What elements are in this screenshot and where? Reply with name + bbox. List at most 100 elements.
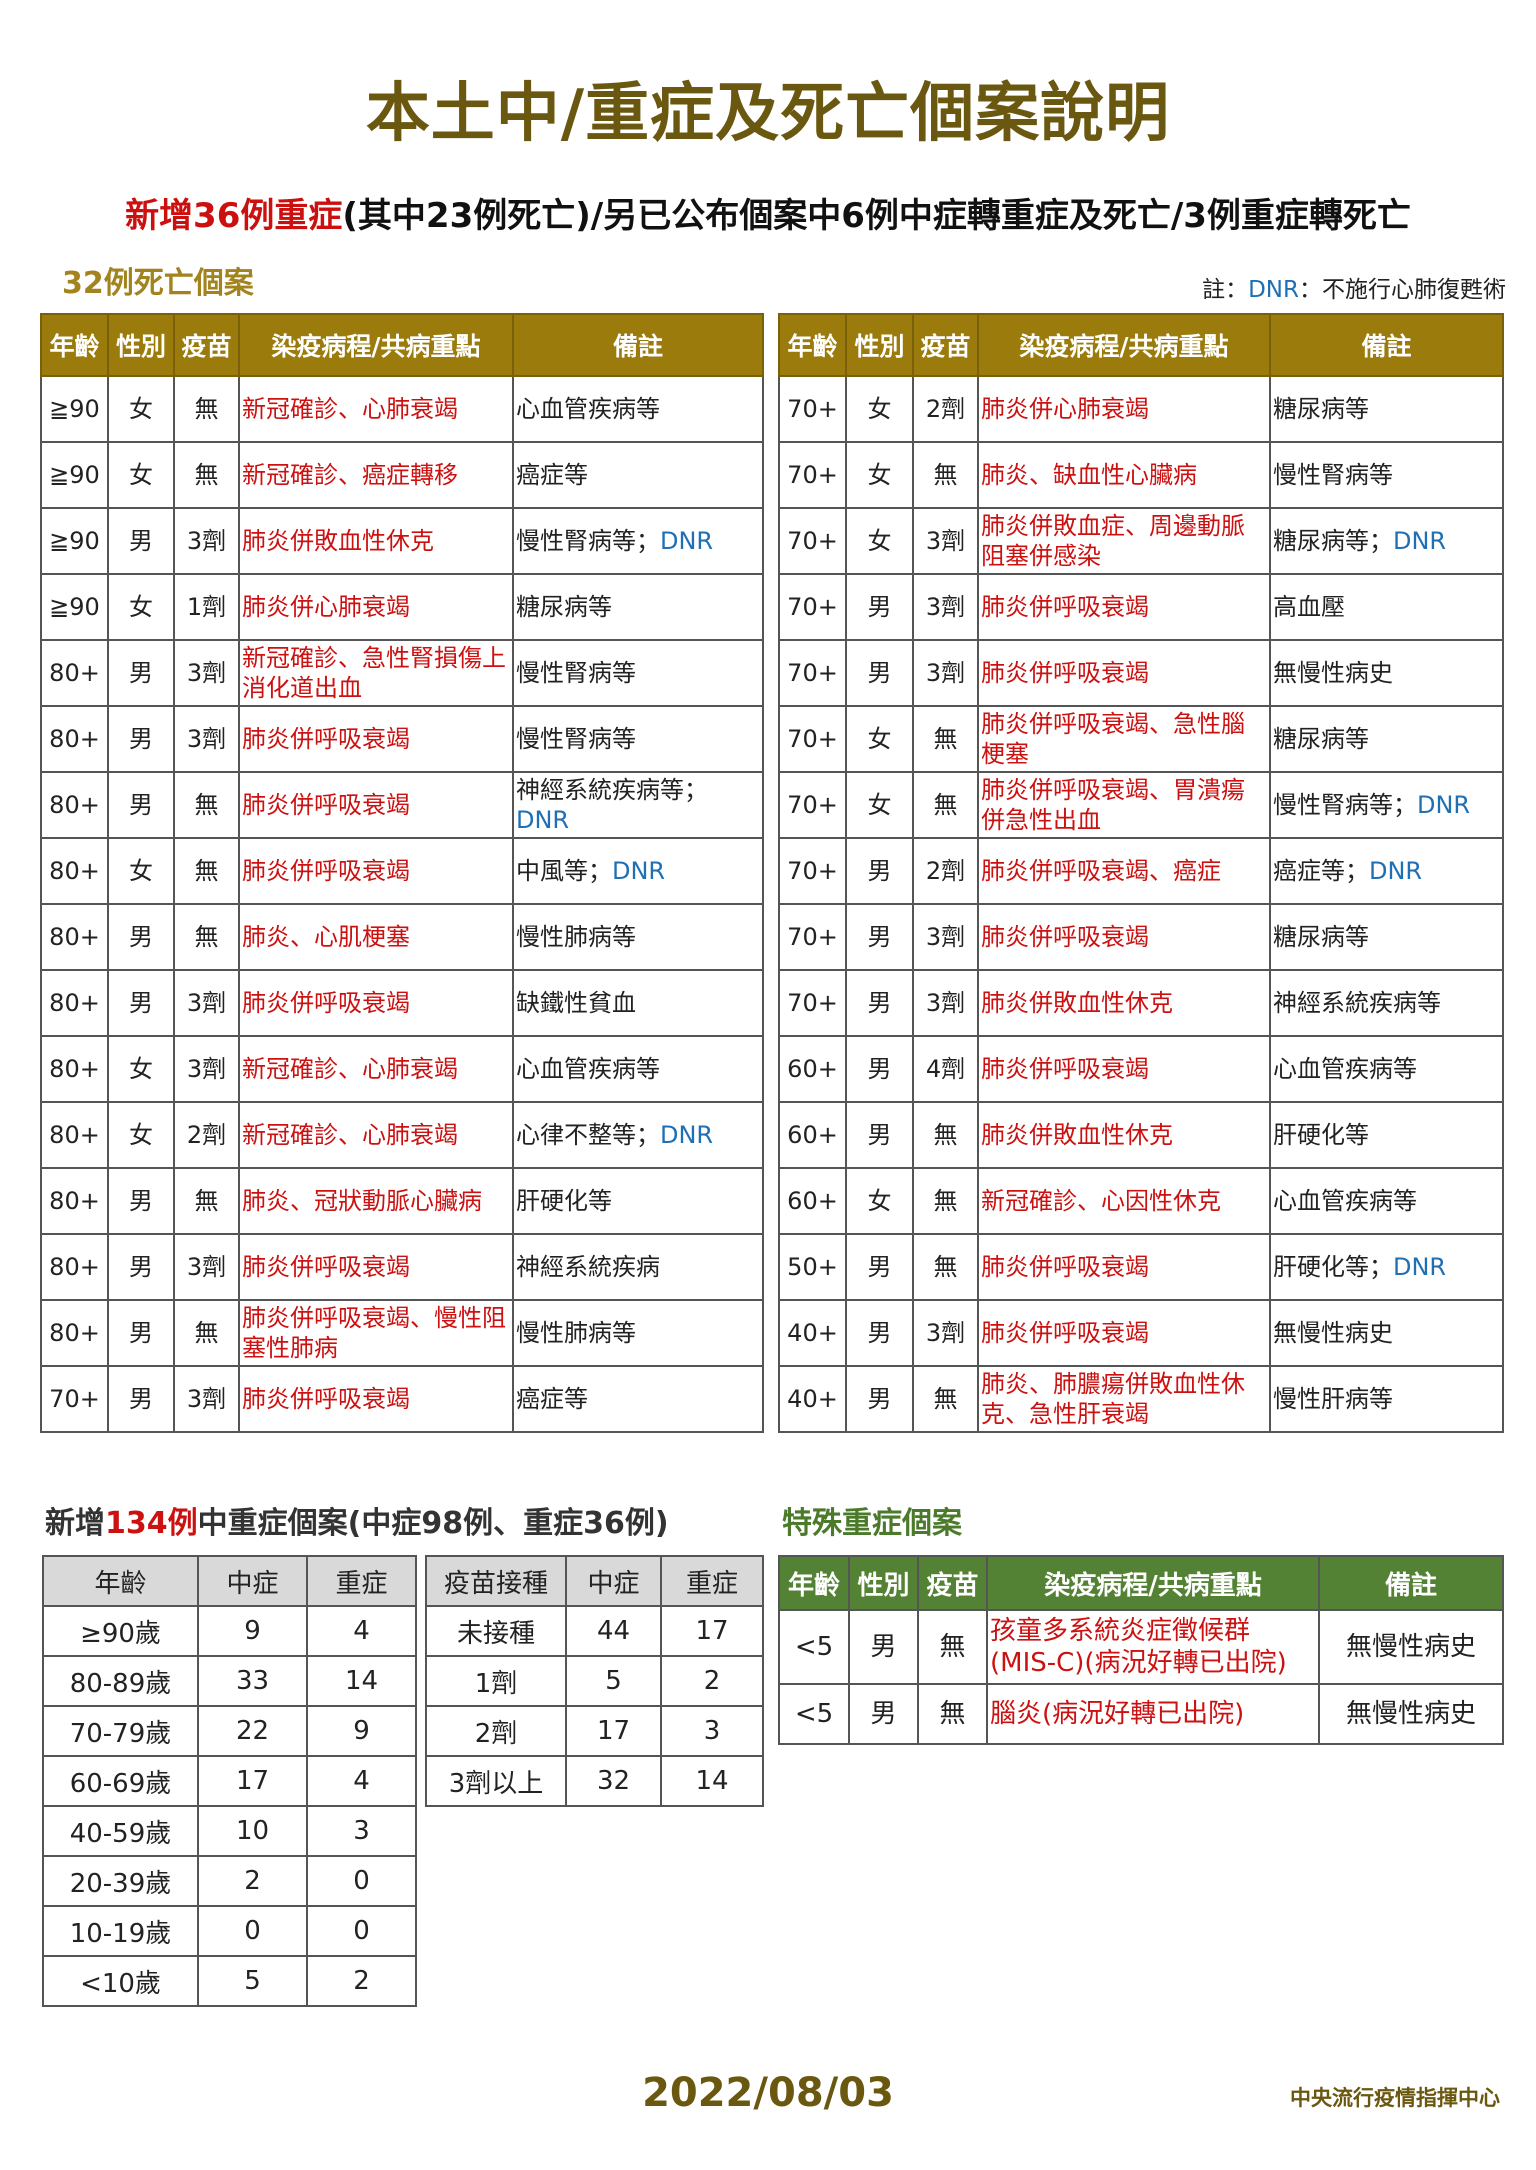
vaccine-cell: 3劑 [173, 969, 240, 1037]
age-cell: 70+ [778, 903, 847, 971]
sex-cell: 男 [107, 771, 175, 839]
death-cases-table-right: 年齡 性別 疫苗 染疫病程/共病重點 備註 70+ 女 2劑 肺炎併心肺衰竭 糖尿病等 70+ 女無… [778, 313, 1504, 1433]
note-text: 慢性肺病等 [516, 1319, 636, 1347]
table-row: 70+ 男 3劑 肺炎併呼吸衰竭 無慢性病史 [778, 639, 1504, 707]
vaccine-cell: 無 [912, 441, 979, 509]
age-cell: 80+ [40, 639, 109, 707]
note-text: 心血管疾病等 [516, 395, 660, 423]
table-row: 80+ 男無肺炎併呼吸衰竭 神經系統疾病等；DNR [40, 771, 764, 839]
age-cell: 70+ [778, 771, 847, 839]
note-cell: 慢性腎病等；DNR [1269, 771, 1504, 839]
column-header: 疫苗 [917, 1555, 988, 1611]
table-cell: 10 [197, 1805, 308, 1857]
vaccine-cell: 無 [173, 441, 240, 509]
table-row: 80+ 男 3劑 新冠確診、急性腎損傷上消化道出血 慢性腎病等 [40, 639, 764, 707]
note-text: 糖尿病等 [1273, 923, 1369, 951]
note-text: 糖尿病等 [1273, 395, 1369, 423]
note-text: 心律不整等； [516, 1121, 660, 1149]
dnr-label: DNR [516, 806, 570, 834]
course-cell: 肺炎併呼吸衰竭 [238, 837, 514, 905]
vaccine-cell: 3劑 [173, 639, 240, 707]
vaccine-cell: 無 [912, 1167, 979, 1235]
column-header: 疫苗接種 [425, 1555, 567, 1607]
vaccine-cell: 無 [912, 1101, 979, 1169]
note-text: 癌症等 [516, 1385, 588, 1413]
age-cell: 60+ [778, 1167, 847, 1235]
table-row: 70+ 男 3劑 肺炎併呼吸衰竭 癌症等 [40, 1365, 764, 1433]
header-row: 疫苗接種 中症 重症 [425, 1555, 764, 1607]
dnr-label: DNR [660, 527, 714, 555]
note-cell: 慢性腎病等；DNR [512, 507, 764, 575]
note-text: 心血管疾病等 [1273, 1187, 1417, 1215]
course-cell: 肺炎併呼吸衰竭 [238, 705, 514, 773]
agency-name: 中央流行疫情指揮中心 [1290, 2086, 1500, 2110]
vaccine-cell: 3劑 [912, 969, 979, 1037]
course-cell: 肺炎併心肺衰竭 [977, 375, 1271, 443]
sex-cell: 男 [845, 1233, 914, 1301]
column-header: 性別 [848, 1555, 919, 1611]
sex-cell: 女 [107, 573, 175, 641]
note-cell: 無慢性病史 [1318, 1609, 1504, 1685]
table-row: <5 男無孩童多系統炎症徵候群(MIS-C)(病況好轉已出院) 無慢性病史 [778, 1609, 1504, 1685]
sex-cell: 男 [845, 639, 914, 707]
column-header: 染疫病程/共病重點 [977, 313, 1271, 377]
vaccine-cell: 無 [173, 375, 240, 443]
death-cases-table-left: 年齡 性別 疫苗 染疫病程/共病重點 備註 ≧90 女無新冠確診、心肺衰竭 心血管疾病等 ≧9… [40, 313, 764, 1433]
course-cell: 肺炎併呼吸衰竭 [238, 1233, 514, 1301]
table-row: 80+ 女無肺炎併呼吸衰竭 中風等；DNR [40, 837, 764, 905]
table-row: 80+ 男無肺炎、心肌梗塞 慢性肺病等 [40, 903, 764, 971]
course-cell: 肺炎併呼吸衰竭 [977, 1233, 1271, 1301]
table-cell: 17 [565, 1705, 662, 1757]
sex-cell: 男 [107, 705, 175, 773]
dnr-label: DNR [1393, 527, 1447, 555]
table-cell: 0 [197, 1905, 308, 1957]
table-row: 60+ 女無新冠確診、心因性休克 心血管疾病等 [778, 1167, 1504, 1235]
sex-cell: 男 [845, 903, 914, 971]
table-row: 20-39歲 2 0 [42, 1855, 417, 1907]
sex-cell: 女 [107, 1035, 175, 1103]
course-cell: 肺炎併呼吸衰竭、胃潰瘍併急性出血 [977, 771, 1271, 839]
table-cell: 44 [565, 1605, 662, 1657]
course-cell: 肺炎併呼吸衰竭、慢性阻塞性肺病 [238, 1299, 514, 1367]
column-header: 備註 [512, 313, 764, 377]
age-cell: 80+ [40, 705, 109, 773]
stats-heading-count: 134例 [105, 1506, 198, 1541]
vaccine-cell: 無 [173, 771, 240, 839]
age-cell: 80+ [40, 837, 109, 905]
vaccine-cell: 3劑 [912, 903, 979, 971]
table-cell: 3 [306, 1805, 417, 1857]
vaccine-cell: 4劑 [912, 1035, 979, 1103]
table-row: 60+ 男無肺炎併敗血性休克 肝硬化等 [778, 1101, 1504, 1169]
age-cell: 80+ [40, 1101, 109, 1169]
subtitle-text: (其中23例死亡)/另已公布個案中6例中症轉重症及死亡/3例重症轉死亡 [342, 196, 1411, 236]
course-cell: 新冠確診、心肺衰竭 [238, 1101, 514, 1169]
course-cell: 肺炎、肺膿瘍併敗血性休克、急性肝衰竭 [977, 1365, 1271, 1433]
sex-cell: 男 [107, 1365, 175, 1433]
sex-cell: 女 [845, 375, 914, 443]
note-cell: 肝硬化等；DNR [1269, 1233, 1504, 1301]
table-row: ≧90 女無新冠確診、癌症轉移 癌症等 [40, 441, 764, 509]
sex-cell: 男 [107, 903, 175, 971]
course-cell: 肺炎併呼吸衰竭 [238, 1365, 514, 1433]
note-cell: 癌症等 [512, 1365, 764, 1433]
sex-cell: 男 [107, 507, 175, 575]
course-cell: 肺炎併呼吸衰竭 [977, 903, 1271, 971]
vaccine-cell: 無 [173, 1167, 240, 1235]
note-cell: 慢性肺病等 [512, 1299, 764, 1367]
note-text: 缺鐵性貧血 [516, 989, 636, 1017]
table-cell: 0 [306, 1905, 417, 1957]
table-row: ≥90歲 9 4 [42, 1605, 417, 1657]
table-cell: 60-69歲 [42, 1755, 199, 1807]
sex-cell: 男 [845, 1365, 914, 1433]
note-cell: 無慢性病史 [1269, 639, 1504, 707]
column-header: 染疫病程/共病重點 [986, 1555, 1320, 1611]
header-row: 年齡 性別 疫苗 染疫病程/共病重點 備註 [40, 313, 764, 377]
note-text: 神經系統疾病 [516, 1253, 660, 1281]
course-cell: 新冠確診、急性腎損傷上消化道出血 [238, 639, 514, 707]
table-cell: 20-39歲 [42, 1855, 199, 1907]
table-row: 2劑 17 3 [425, 1705, 764, 1757]
note-cell: 肝硬化等 [512, 1167, 764, 1235]
table-row: 1劑 5 2 [425, 1655, 764, 1707]
age-cell: 60+ [778, 1035, 847, 1103]
vaccine-stats-table: 疫苗接種 中症 重症 未接種 44 17 1劑 5 2 2劑 17 3 3劑以上 32 14 [425, 1555, 764, 1807]
